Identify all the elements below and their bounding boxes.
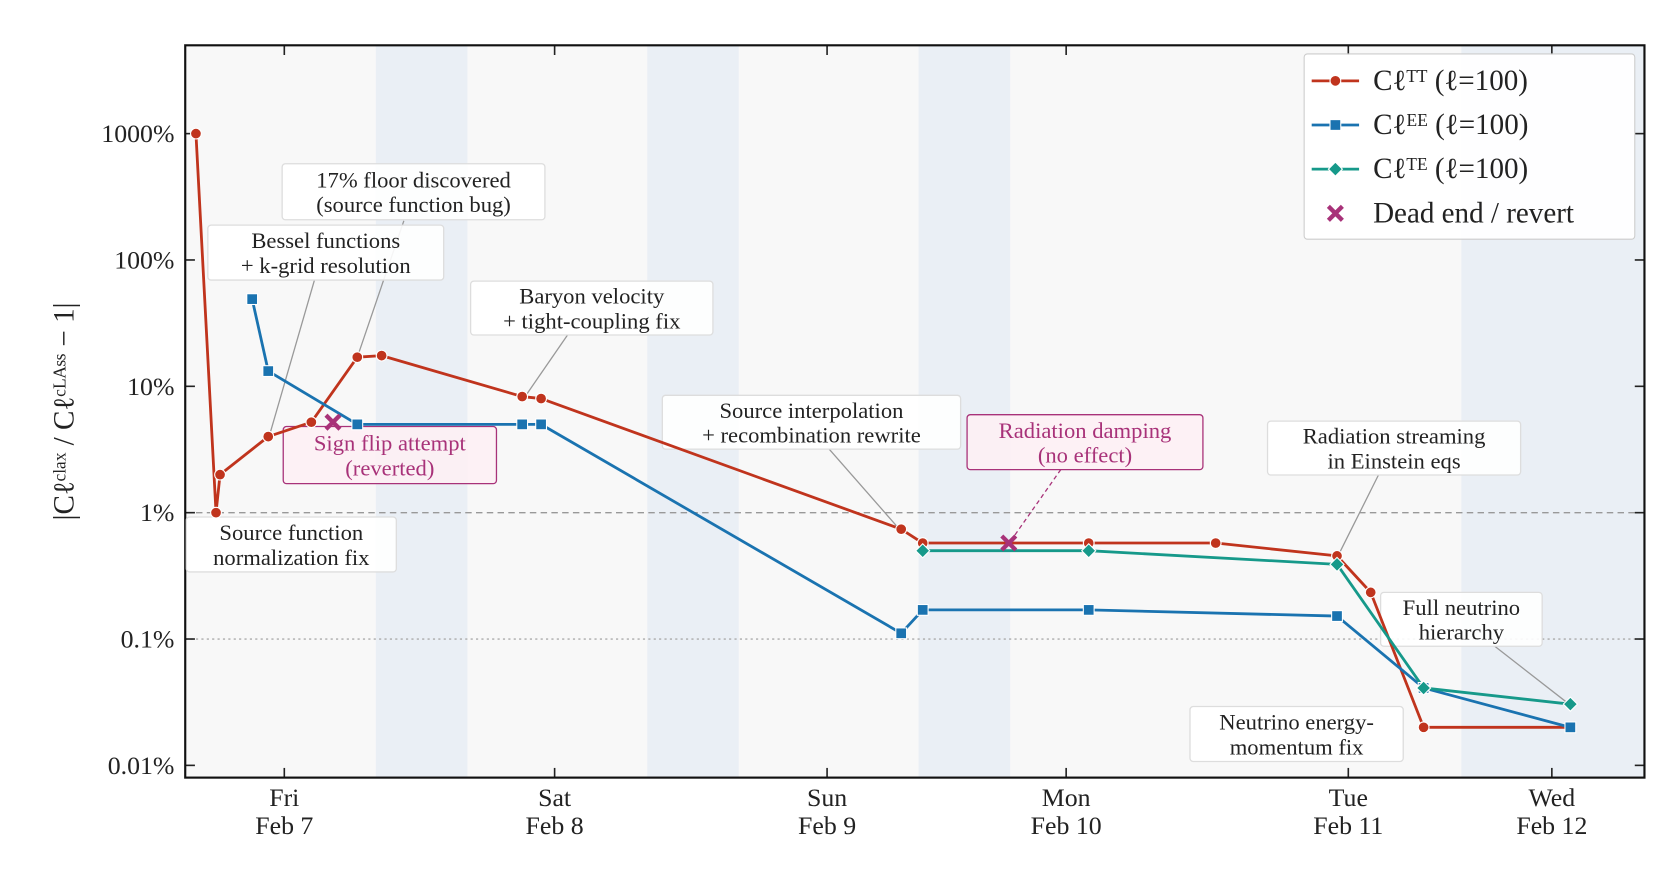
annotation-text: 17% floor discovered (source function bug… — [316, 167, 511, 217]
annotation-text: Source function normalization fix — [213, 520, 370, 570]
point — [262, 430, 275, 443]
legend-label: Cℓᵀᴱ (ℓ=100) — [1373, 153, 1528, 185]
point — [324, 413, 342, 431]
point — [305, 416, 318, 429]
legend-marker — [1326, 204, 1344, 222]
annotation-arrow — [523, 334, 569, 398]
x-tick-label: Wed Feb 12 — [1516, 783, 1587, 840]
annotation-arrow — [828, 448, 899, 529]
y-tick-label: 100% — [114, 245, 174, 274]
legend-label: Cℓᴱᴱ (ℓ=100) — [1373, 109, 1528, 141]
annotation-text: Bessel functions + k-grid resolution — [241, 228, 411, 278]
annotation-box — [185, 516, 397, 573]
point — [1364, 586, 1377, 599]
point — [1209, 537, 1222, 549]
point — [914, 542, 931, 559]
plot-frame — [184, 44, 1646, 779]
point — [1562, 696, 1579, 712]
point — [895, 627, 908, 640]
x-tick-label: Sat Feb 8 — [526, 783, 584, 840]
y-tick-label: 1% — [140, 498, 174, 527]
annotations: 17% floor discovered (source function bug… — [185, 163, 1569, 763]
legend-label: Cℓᵀᵀ (ℓ=100) — [1373, 65, 1528, 97]
point — [516, 390, 529, 403]
annotation-arrow — [268, 279, 316, 437]
annotation-box — [1266, 420, 1522, 476]
point — [1329, 556, 1345, 573]
annotation-arrow — [1494, 645, 1569, 704]
annotation-text: Radiation streaming in Einstein eqs — [1303, 423, 1486, 473]
y-tick-label: 0.1% — [121, 625, 175, 654]
point — [375, 349, 388, 362]
point — [1082, 603, 1095, 616]
point — [351, 351, 364, 364]
point — [210, 506, 222, 519]
point — [916, 603, 929, 616]
point — [214, 468, 226, 481]
annotation-box — [966, 414, 1204, 471]
x-tick-label: Sun Feb 9 — [798, 783, 856, 840]
point — [351, 418, 364, 431]
point — [1331, 610, 1343, 622]
annotation-box — [1189, 705, 1404, 763]
point — [262, 365, 275, 378]
legend-label: Dead end / revert — [1373, 197, 1574, 229]
annotation-text: Full neutrino hierarchy — [1403, 594, 1520, 644]
point — [190, 127, 202, 140]
point — [1564, 721, 1577, 734]
legend-box — [1303, 53, 1636, 240]
point — [895, 523, 908, 536]
band — [375, 45, 468, 778]
point — [535, 418, 548, 431]
annotation-text: Neutrino energy-momentum fix — [1219, 709, 1374, 759]
annotation-box — [661, 394, 962, 450]
legend: Cℓᵀᵀ (ℓ=100) Cℓᴱᴱ (ℓ=100) Cℓᵀᴱ (ℓ=100) Dead… — [1303, 53, 1636, 240]
point — [1415, 680, 1432, 696]
point — [1417, 721, 1430, 734]
x-tick-label: Mon Feb 10 — [1031, 783, 1102, 840]
annotation-text: Baryon velocity + tight-coupling fix — [503, 283, 681, 333]
x-tick-label: Fri Feb 7 — [255, 783, 313, 840]
x-tick-label: Tue Feb 11 — [1313, 783, 1383, 840]
point — [246, 293, 259, 306]
point — [516, 418, 529, 431]
data — [190, 127, 1579, 734]
annotation-text: Source interpolation + recombination rewr… — [702, 397, 921, 447]
y-tick-label: 1000% — [101, 119, 174, 148]
annotation-text: Radiation damping (no effect) — [999, 417, 1172, 467]
point — [1000, 534, 1018, 552]
point — [535, 392, 548, 405]
legend-marker — [1327, 161, 1344, 177]
legend-marker — [1329, 74, 1342, 87]
point — [1080, 542, 1097, 559]
y-axis-label: |Cℓᶜˡᵃˣ / Cℓᶜᴸᴬˢˢ − 1| — [49, 303, 81, 521]
annotation-box — [282, 425, 498, 485]
annotation-text: Sign flip attempt (reverted) — [314, 430, 467, 480]
y-tick-label: 10% — [127, 372, 174, 401]
annotation-box — [207, 224, 445, 281]
annotation-box — [469, 280, 714, 336]
annotation-box — [281, 163, 546, 221]
y-tick-label: 0.01% — [108, 751, 175, 780]
legend-marker — [1329, 119, 1342, 131]
annotation-arrow — [1338, 474, 1380, 555]
